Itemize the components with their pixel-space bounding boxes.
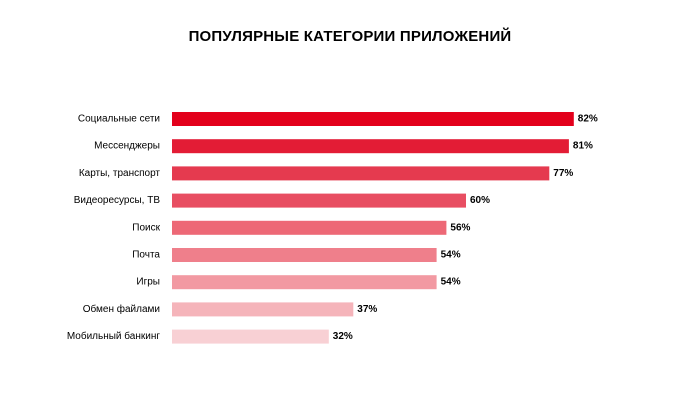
- chart-title: ПОПУЛЯРНЫЕ КАТЕГОРИИ ПРИЛОЖЕНИЙ: [188, 28, 512, 45]
- value-label: 32%: [333, 331, 353, 342]
- bar-8: [172, 302, 354, 317]
- category-label: Социальные сети: [78, 114, 160, 125]
- category-label: Карты, транспорт: [79, 168, 161, 179]
- value-label: 81%: [573, 141, 593, 152]
- value-label: 56%: [450, 222, 470, 233]
- bar-7: [172, 275, 437, 290]
- category-label: Поиск: [132, 222, 160, 233]
- category-label: Игры: [136, 277, 160, 288]
- value-label: 37%: [357, 304, 377, 315]
- bar-4: [172, 193, 466, 208]
- category-label: Почта: [132, 250, 160, 261]
- value-label: 60%: [470, 195, 490, 206]
- value-label: 54%: [441, 277, 461, 288]
- category-label: Обмен файлами: [83, 303, 160, 315]
- bar-3: [172, 166, 550, 181]
- value-label: 54%: [441, 250, 461, 261]
- category-label: Мессенджеры: [94, 141, 160, 152]
- value-label: 82%: [578, 114, 598, 125]
- bar-1: [172, 112, 574, 126]
- bar-2: [172, 139, 569, 154]
- category-label: Видеоресурсы, ТВ: [74, 195, 161, 206]
- category-label: Мобильный банкинг: [67, 330, 161, 342]
- bar-6: [172, 248, 437, 262]
- value-label: 77%: [553, 168, 573, 179]
- bar-5: [172, 220, 447, 235]
- bar-9: [172, 329, 329, 344]
